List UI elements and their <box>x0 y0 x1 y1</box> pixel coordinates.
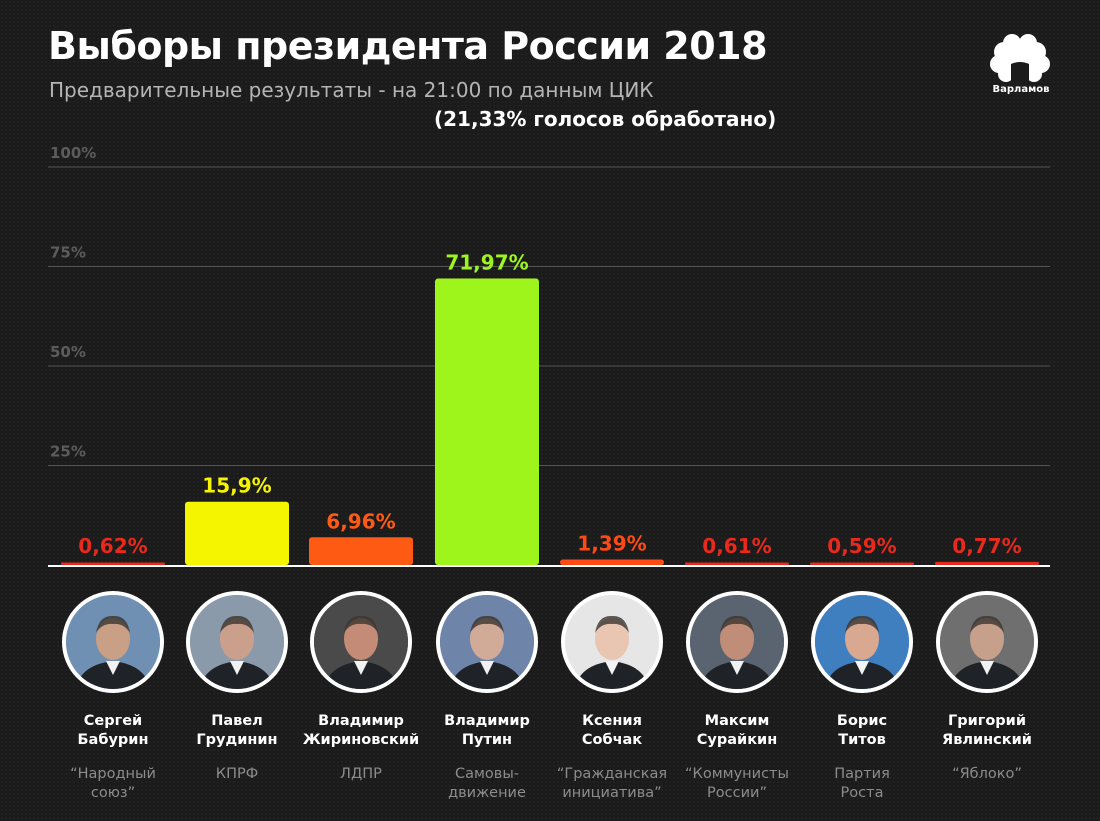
candidate-name: Сергей Бабурин <box>54 712 172 750</box>
candidate-first-name: Владимир <box>444 713 530 729</box>
candidate-party: “Народный союз” <box>48 765 178 803</box>
candidate-first-name: Ксения <box>582 713 642 729</box>
candidate-first-name: Павел <box>211 713 263 729</box>
logo-label: Варламов <box>992 84 1050 95</box>
y-tick-label: 50% <box>50 343 86 361</box>
party-line: Самовы- <box>454 766 520 782</box>
candidate-last-name: Собчак <box>581 732 643 748</box>
candidate-first-name: Григорий <box>947 713 1026 729</box>
data-label: 0,77% <box>952 534 1021 558</box>
candidate-name: Владимир Путин <box>428 712 546 750</box>
y-tick-label: 100% <box>50 144 96 162</box>
candidate-photo <box>561 591 663 693</box>
bar <box>560 559 664 565</box>
y-tick-label: 25% <box>50 443 86 461</box>
candidate-name: Максим Сурайкин <box>678 712 796 750</box>
candidate-party: ЛДПР <box>296 765 426 784</box>
candidate-last-name: Грудинин <box>196 732 278 748</box>
candidate-photo <box>310 591 412 693</box>
candidate-photo <box>186 591 288 693</box>
bar-chart: 100% 75% 50% 25% 0,62% 15,9% 6,96% 71,97% 1,39% 0… <box>48 144 1050 567</box>
candidate-last-name: Путин <box>461 732 513 748</box>
party-line: России” <box>707 785 767 801</box>
candidate-photo <box>936 591 1038 693</box>
data-label: 0,59% <box>827 534 896 558</box>
candidate-first-name: Владимир <box>318 713 404 729</box>
candidate-photo <box>62 591 164 693</box>
candidate-last-name: Явлинский <box>942 732 1032 748</box>
candidate-last-name: Бабурин <box>77 732 149 748</box>
party-line: Партия <box>834 766 890 782</box>
party-line: “Гражданская <box>556 766 668 782</box>
candidate-name: Ксения Собчак <box>553 712 671 750</box>
data-label: 6,96% <box>326 509 395 533</box>
processed-votes-note: (21,33% голосов обработано) <box>434 107 777 131</box>
candidate-last-name: Сурайкин <box>696 732 778 748</box>
party-line: Роста <box>840 785 884 801</box>
bar <box>61 562 165 565</box>
party-line: КПРФ <box>215 766 259 782</box>
bar <box>309 537 413 565</box>
party-line: инициатива” <box>562 785 662 801</box>
bar <box>810 562 914 565</box>
candidate-first-name: Борис <box>836 713 888 729</box>
data-label: 0,62% <box>78 534 147 558</box>
candidate-party: Самовы-движение <box>422 765 552 803</box>
candidate-party: “Яблоко” <box>922 765 1052 784</box>
varlamov-logo-icon <box>990 34 1050 82</box>
candidate-party: КПРФ <box>172 765 302 784</box>
candidate-photo <box>686 591 788 693</box>
candidate-name: Григорий Явлинский <box>928 712 1046 750</box>
candidate-name: Павел Грудинин <box>178 712 296 750</box>
chart-title: Выборы президента России 2018 <box>48 24 768 68</box>
candidate-party: “Гражданская инициатива” <box>547 765 677 803</box>
party-line: союз” <box>90 785 136 801</box>
candidate-photo <box>436 591 538 693</box>
bar <box>435 278 539 565</box>
candidate-first-name: Сергей <box>83 713 143 729</box>
candidate-name: Владимир Жириновский <box>302 712 420 750</box>
candidate-name: Борис Титов <box>803 712 921 750</box>
data-label: 0,61% <box>702 534 771 558</box>
bar <box>185 501 289 565</box>
candidate-party: “Коммунисты России” <box>672 765 802 803</box>
party-line: “Народный <box>70 766 156 782</box>
party-line: ЛДПР <box>340 766 382 782</box>
candidate-photo <box>811 591 913 693</box>
candidate-last-name: Жириновский <box>302 732 420 748</box>
candidate-first-name: Максим <box>704 713 770 729</box>
data-label: 1,39% <box>577 531 646 555</box>
bar <box>935 561 1039 565</box>
y-tick-label: 75% <box>50 244 86 262</box>
bar <box>685 562 789 565</box>
party-line: “Яблоко” <box>952 766 1022 782</box>
party-line: “Коммунисты <box>685 766 789 782</box>
party-line: движение <box>448 785 526 801</box>
data-label: 71,97% <box>445 251 528 275</box>
chart-subtitle: Предварительные результаты - на 21:00 по… <box>49 78 654 102</box>
candidate-party: Партия Роста <box>797 765 927 803</box>
candidate-last-name: Титов <box>838 732 886 748</box>
data-label: 15,9% <box>202 474 271 498</box>
